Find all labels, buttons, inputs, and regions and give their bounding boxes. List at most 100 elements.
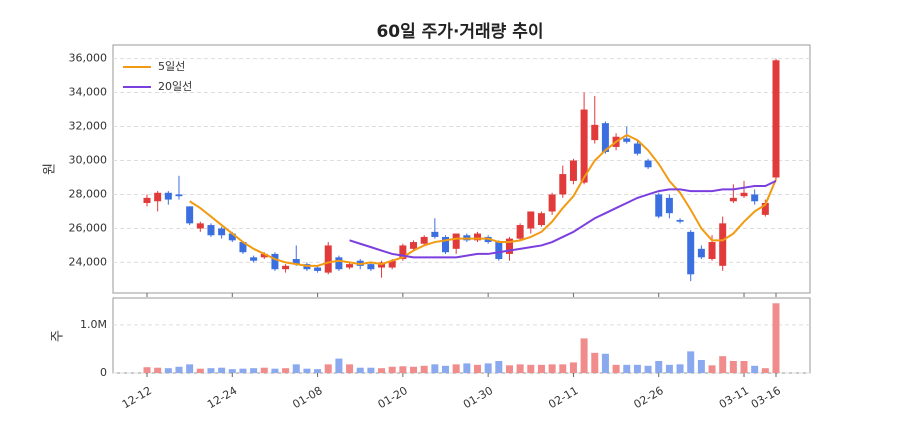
candle-body — [623, 138, 631, 142]
ma-line — [349, 179, 777, 259]
volume-bar — [154, 367, 162, 373]
candle-body — [537, 213, 545, 226]
volume-bar — [452, 364, 460, 373]
x-tick-label: 02-26 — [632, 384, 666, 411]
candle-body — [367, 264, 375, 270]
y-tick-label: 1.0M — [80, 318, 107, 331]
candle-body — [250, 257, 258, 261]
volume-bar — [164, 368, 172, 373]
volume-bar — [676, 364, 684, 373]
candle-body — [655, 194, 663, 217]
volume-bar — [548, 364, 556, 373]
x-tick-label: 01-20 — [376, 384, 410, 411]
ma-line — [189, 133, 777, 267]
volume-bar — [772, 303, 780, 373]
volume-bar — [260, 367, 268, 373]
candle-body — [527, 211, 535, 229]
candle-body — [260, 253, 268, 258]
candle-body — [687, 231, 695, 275]
candle-body — [495, 242, 503, 260]
candle-body — [388, 260, 396, 268]
volume-bar — [708, 365, 716, 373]
y-tick-label: 30,000 — [69, 154, 108, 167]
volume-bar — [644, 365, 652, 373]
candle-body — [729, 197, 737, 202]
candle-body — [282, 265, 290, 270]
y-tick-label: 36,000 — [69, 52, 108, 65]
candle-body — [708, 242, 716, 260]
volume-bar — [282, 368, 290, 373]
volume-bar — [559, 364, 567, 373]
volume-bar — [303, 368, 311, 373]
chart-title: 60일 주가·거래량 추이 — [376, 22, 543, 42]
x-tick-label: 02-11 — [546, 384, 580, 411]
volume-bar — [484, 363, 492, 373]
volume-bar — [228, 369, 236, 373]
volume-bar — [761, 368, 769, 373]
candle-body — [505, 238, 513, 254]
volume-bar — [196, 368, 204, 373]
candle-body — [772, 60, 780, 178]
volume-bar — [751, 365, 759, 373]
volume-bar — [367, 367, 375, 373]
volume-bar — [378, 368, 386, 373]
volume-bar — [612, 364, 620, 373]
volume-bar — [175, 366, 183, 373]
candle-body — [399, 245, 407, 260]
volume-bar — [495, 360, 503, 373]
candle-body — [271, 253, 279, 270]
volume-bar — [729, 360, 737, 373]
volume-bar — [431, 364, 439, 373]
y-tick-label: 32,000 — [69, 120, 108, 133]
candle-body — [559, 174, 567, 195]
candle-body — [228, 233, 236, 241]
volume-bar — [463, 363, 471, 373]
x-tick-label: 12-24 — [205, 384, 239, 411]
y-tick-label: 24,000 — [69, 255, 108, 268]
candle-body — [676, 219, 684, 222]
candle-body — [697, 248, 705, 258]
candle-body — [207, 225, 215, 236]
volume-bar — [186, 364, 194, 373]
legend-label: 5일선 — [158, 59, 185, 73]
candle-body — [633, 143, 641, 154]
volume-bar — [442, 365, 450, 373]
candle-body — [196, 223, 204, 229]
x-tick-label: 03-11 — [717, 384, 751, 411]
candle-body — [719, 223, 727, 266]
volume-bar — [537, 364, 545, 373]
volume-bar — [505, 365, 513, 373]
candle-body — [164, 192, 172, 200]
candle-body — [452, 233, 460, 249]
legend-label: 20일선 — [158, 79, 192, 93]
volume-bar — [271, 368, 279, 373]
volume-bar — [335, 358, 343, 373]
volume-bar — [346, 364, 354, 373]
volume-bar — [324, 364, 332, 373]
candle-body — [324, 245, 332, 273]
volume-bar — [623, 364, 631, 373]
volume-bar — [633, 364, 641, 373]
volume-bar — [697, 360, 705, 373]
volume-axis-title: 주 — [51, 330, 66, 342]
volume-bar — [655, 360, 663, 373]
y-axis-title: 원 — [43, 163, 58, 175]
x-tick-label: 12-12 — [120, 384, 154, 411]
candle-body — [751, 194, 759, 202]
candle-body — [143, 197, 151, 203]
volume-bar — [420, 365, 428, 373]
volume-bar — [239, 368, 247, 373]
volume-bar — [218, 367, 226, 373]
candle-body — [154, 192, 162, 202]
volume-bar — [527, 364, 535, 373]
candle-body — [410, 242, 418, 249]
candle-body — [516, 225, 524, 239]
candle-body — [569, 160, 577, 181]
volume-bar — [207, 368, 215, 373]
candle-body — [442, 236, 450, 253]
candle-body — [580, 109, 588, 183]
volume-frame — [112, 297, 811, 374]
candle-body — [601, 123, 609, 153]
volume-bar — [410, 366, 418, 373]
